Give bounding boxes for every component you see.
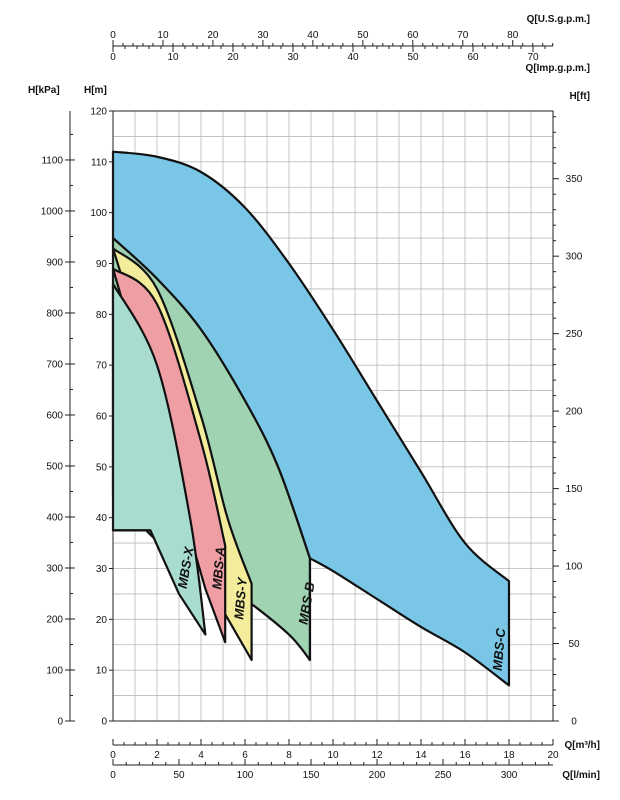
tick-label-lmin: 0	[110, 770, 116, 781]
tick-label-impgpm: 50	[407, 52, 419, 63]
tick-label-lmin: 250	[435, 770, 452, 781]
label-mbs-y: MBS-Y	[231, 576, 250, 620]
pump-regions	[111, 150, 511, 687]
tick-label-kpa: 1000	[41, 206, 64, 217]
tick-label-kpa: 800	[46, 308, 63, 319]
tick-label-impgpm: 40	[347, 52, 359, 63]
tick-label-m3h: 16	[459, 750, 471, 761]
tick-label-lmin: 50	[173, 770, 185, 781]
tick-label-impgpm: 70	[527, 52, 539, 63]
axis-title-h-m: H[m]	[84, 85, 107, 96]
tick-label-h-m: 70	[96, 361, 108, 372]
tick-label-usgpm: 60	[407, 30, 419, 41]
tick-label-impgpm: 10	[167, 52, 179, 63]
tick-label-ft: 150	[566, 484, 583, 495]
tick-label-usgpm: 0	[110, 30, 116, 41]
tick-label-h-m: 30	[96, 564, 108, 575]
tick-label-usgpm: 80	[507, 30, 519, 41]
axis-title-lmin: Q[l/min]	[562, 770, 600, 781]
axis-title-kpa: H[kPa]	[28, 85, 60, 96]
tick-label-lmin: 200	[369, 770, 386, 781]
label-mbs-x: MBS-X	[175, 544, 197, 589]
tick-label-kpa: 600	[46, 410, 63, 421]
tick-label-impgpm: 20	[227, 52, 239, 63]
tick-label-m3h: 12	[371, 750, 383, 761]
tick-label-kpa: 0	[57, 717, 63, 728]
tick-label-usgpm: 40	[307, 30, 319, 41]
tick-label-kpa: 400	[46, 512, 63, 523]
tick-label-lmin: 150	[303, 770, 320, 781]
tick-label-impgpm: 0	[110, 52, 116, 63]
tick-label-h-m: 40	[96, 513, 108, 524]
tick-label-usgpm: 20	[207, 30, 219, 41]
tick-label-m3h: 10	[327, 750, 339, 761]
tick-label-h-m: 50	[96, 462, 108, 473]
tick-label-kpa: 200	[46, 614, 63, 625]
tick-label-h-m: 80	[96, 310, 108, 321]
label-mbs-c: MBS-C	[490, 627, 509, 671]
tick-label-ft: 300	[566, 252, 583, 263]
axis-title-usgpm: Q[U.S.g.p.m.]	[527, 14, 590, 25]
tick-label-ft: 250	[566, 329, 583, 340]
tick-label-ft: 50	[568, 639, 580, 650]
tick-label-impgpm: 30	[287, 52, 299, 63]
tick-label-usgpm: 30	[257, 30, 269, 41]
axis-title-ft: H[ft]	[569, 91, 590, 102]
tick-label-m3h: 14	[415, 750, 427, 761]
tick-label-lmin: 300	[501, 770, 518, 781]
tick-label-ft: 200	[566, 407, 583, 418]
tick-label-m3h: 8	[286, 750, 292, 761]
tick-label-kpa: 1100	[41, 155, 63, 166]
tick-label-kpa: 500	[46, 461, 63, 472]
tick-label-m3h: 20	[547, 750, 559, 761]
tick-label-h-m: 100	[90, 208, 107, 219]
tick-label-ft: 100	[566, 562, 583, 573]
tick-label-lmin: 100	[237, 770, 254, 781]
tick-label-h-m: 120	[90, 107, 107, 118]
tick-label-usgpm: 10	[157, 30, 169, 41]
axis-title-impgpm: Q[Imp.g.p.m.]	[526, 63, 590, 74]
label-mbs-b: MBS-B	[295, 581, 317, 626]
tick-label-m3h: 18	[503, 750, 515, 761]
region-mbs-x	[111, 282, 207, 636]
tick-label-m3h: 6	[242, 750, 248, 761]
tick-label-h-m: 90	[96, 259, 108, 270]
tick-label-ft: 0	[571, 717, 577, 728]
axis-title-m3h: Q[m³/h]	[564, 740, 600, 751]
tick-label-h-m: 0	[101, 717, 107, 728]
tick-label-ft: 350	[566, 174, 583, 185]
tick-label-impgpm: 60	[467, 52, 479, 63]
tick-label-kpa: 900	[46, 257, 63, 268]
tick-label-kpa: 300	[46, 563, 63, 574]
tick-label-h-m: 10	[96, 666, 108, 677]
tick-label-h-m: 60	[96, 412, 108, 423]
tick-label-usgpm: 50	[357, 30, 369, 41]
tick-label-h-m: 110	[91, 157, 107, 168]
tick-label-m3h: 0	[110, 750, 116, 761]
tick-label-kpa: 700	[46, 359, 63, 370]
tick-label-m3h: 2	[154, 750, 160, 761]
label-mbs-a: MBS-A	[209, 546, 228, 590]
tick-label-h-m: 20	[96, 615, 108, 626]
tick-label-m3h: 4	[198, 750, 204, 761]
tick-label-kpa: 100	[46, 665, 63, 676]
tick-label-usgpm: 70	[457, 30, 469, 41]
axes: 0102030405060708090100110120H[m]01002003…	[28, 14, 600, 781]
